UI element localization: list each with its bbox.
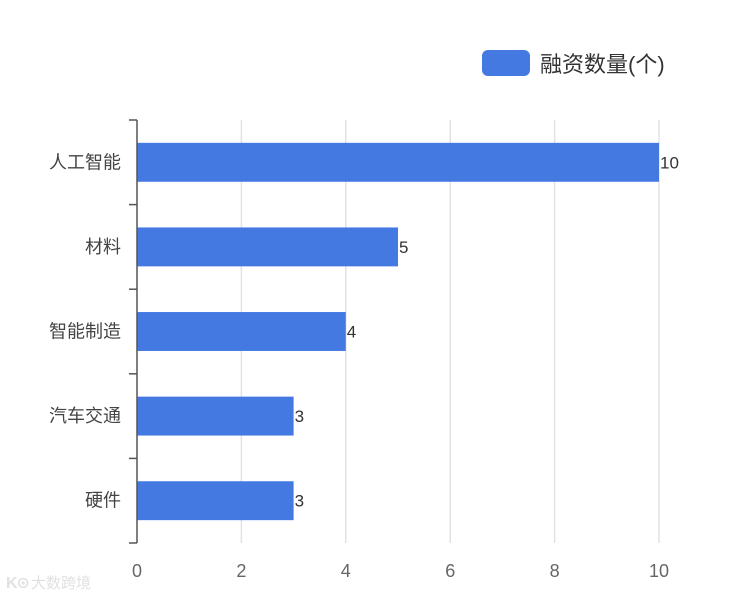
axes <box>129 119 138 544</box>
bar[interactable] <box>137 396 294 436</box>
x-tick-label: 2 <box>236 561 246 581</box>
x-tick-label: 8 <box>550 561 560 581</box>
data-label: 4 <box>347 323 356 342</box>
watermark-logo: K⊙ <box>6 574 30 592</box>
legend-label: 融资数量(个) <box>540 52 665 77</box>
category-label: 汽车交通 <box>49 406 121 426</box>
data-label: 3 <box>295 407 304 426</box>
x-tick-label: 6 <box>445 561 455 581</box>
bar[interactable] <box>137 142 659 182</box>
labels: 0 2 4 6 8 10 人工智能 10 材料 5 智能制造 4 汽车交通 3 硬件 3 <box>49 152 679 581</box>
data-label: 3 <box>295 492 304 511</box>
x-tick-label: 4 <box>341 561 351 581</box>
gridlines <box>240 120 660 543</box>
x-tick-label: 0 <box>132 561 142 581</box>
bars <box>137 142 659 521</box>
bar[interactable] <box>137 312 346 351</box>
legend-swatch <box>482 50 530 76</box>
category-label: 人工智能 <box>49 152 121 172</box>
watermark-text: 大数跨境 <box>30 575 91 592</box>
data-label: 5 <box>399 238 408 257</box>
data-label: 10 <box>660 153 679 172</box>
bar[interactable] <box>137 227 398 267</box>
legend[interactable]: 融资数量(个) <box>482 46 665 80</box>
bar[interactable] <box>137 481 294 521</box>
category-label: 材料 <box>85 237 121 257</box>
watermark: K⊙ 大数跨境 <box>6 572 91 593</box>
category-label: 智能制造 <box>49 322 121 342</box>
category-label: 硬件 <box>85 491 121 511</box>
x-tick-label: 10 <box>649 561 669 581</box>
